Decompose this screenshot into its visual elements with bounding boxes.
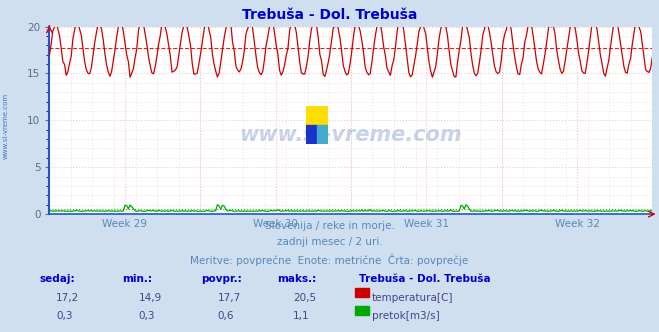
Text: sedaj:: sedaj: bbox=[40, 274, 75, 284]
Text: maks.:: maks.: bbox=[277, 274, 316, 284]
Text: Trebuša - Dol. Trebuša: Trebuša - Dol. Trebuša bbox=[359, 274, 491, 284]
Text: www.si-vreme.com: www.si-vreme.com bbox=[240, 125, 462, 145]
Text: temperatura[C]: temperatura[C] bbox=[372, 293, 453, 303]
Text: Slovenija / reke in morje.: Slovenija / reke in morje. bbox=[264, 221, 395, 231]
Text: Meritve: povprečne  Enote: metrične  Črta: povprečje: Meritve: povprečne Enote: metrične Črta:… bbox=[190, 254, 469, 266]
Text: 0,3: 0,3 bbox=[138, 311, 155, 321]
Text: 0,3: 0,3 bbox=[56, 311, 72, 321]
Text: 17,2: 17,2 bbox=[56, 293, 79, 303]
Text: Trebuša - Dol. Trebuša: Trebuša - Dol. Trebuša bbox=[242, 8, 417, 22]
Text: 0,6: 0,6 bbox=[217, 311, 234, 321]
Polygon shape bbox=[317, 125, 328, 144]
Text: pretok[m3/s]: pretok[m3/s] bbox=[372, 311, 440, 321]
Text: zadnji mesec / 2 uri.: zadnji mesec / 2 uri. bbox=[277, 237, 382, 247]
Polygon shape bbox=[306, 125, 317, 144]
Text: 14,9: 14,9 bbox=[138, 293, 161, 303]
Text: 20,5: 20,5 bbox=[293, 293, 316, 303]
Text: www.si-vreme.com: www.si-vreme.com bbox=[2, 93, 9, 159]
Text: 17,7: 17,7 bbox=[217, 293, 241, 303]
Text: min.:: min.: bbox=[122, 274, 152, 284]
Text: povpr.:: povpr.: bbox=[201, 274, 242, 284]
Polygon shape bbox=[306, 106, 328, 125]
Text: 1,1: 1,1 bbox=[293, 311, 310, 321]
